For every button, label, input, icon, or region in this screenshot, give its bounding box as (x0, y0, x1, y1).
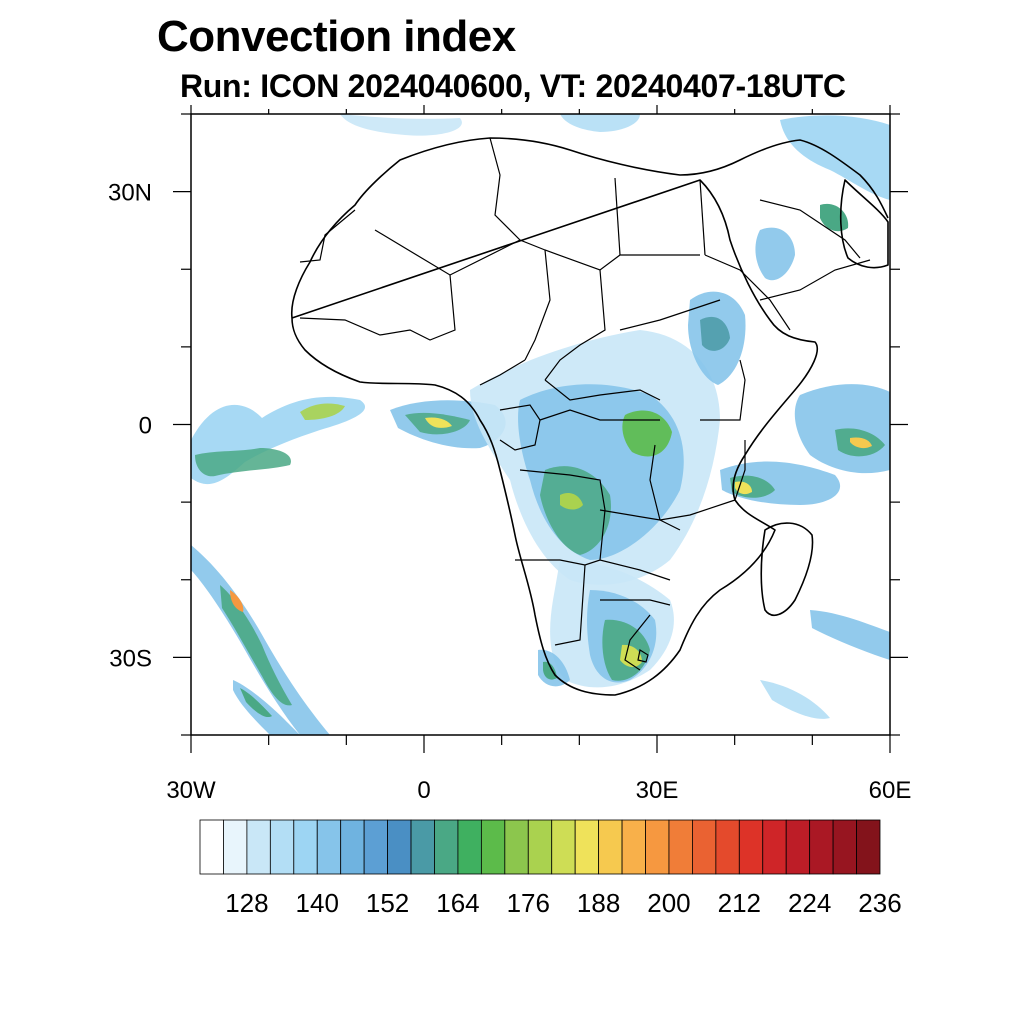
country-borders (299, 137, 871, 671)
colorbar-swatch (223, 819, 248, 875)
colorbar-swatch (715, 819, 740, 875)
colorbar-label: 212 (718, 888, 761, 918)
colorbar-swatch (551, 819, 576, 875)
colorbar-swatch (504, 819, 529, 875)
convection-field (191, 114, 890, 735)
colorbar-swatch (480, 819, 506, 875)
colorbar-swatch (293, 819, 318, 875)
lon-tick-label: 60E (869, 777, 912, 804)
colorbar-swatch (340, 819, 365, 875)
colorbar-label: 128 (225, 888, 268, 918)
chart-subtitle: Run: ICON 2024040600, VT: 20240407-18UTC (180, 68, 846, 104)
colorbar-swatch (527, 819, 553, 875)
colorbar-swatch (832, 819, 857, 875)
lat-tick-label: 30N (108, 180, 152, 207)
lat-tick-label: 30S (109, 645, 152, 672)
colorbar-swatch (434, 819, 459, 875)
lon-tick-label: 30E (636, 777, 679, 804)
colorbar-swatch (668, 819, 693, 875)
colorbar-swatch (269, 819, 295, 875)
colorbar-swatch (785, 819, 811, 875)
lat-tick-label: 0 (139, 413, 152, 440)
colorbar-swatch (199, 819, 224, 875)
colorbar-swatch (457, 819, 482, 875)
colorbar-label: 188 (577, 888, 620, 918)
colorbar-swatch (574, 819, 600, 875)
lon-tick-label: 0 (417, 777, 430, 804)
lon-tick-label: 30W (166, 777, 216, 804)
colorbar-label: 140 (296, 888, 339, 918)
colorbar-swatch (809, 819, 834, 875)
colorbar-swatch (738, 819, 764, 875)
colorbar-swatch (410, 819, 435, 875)
colorbar-swatch (316, 819, 342, 875)
colorbar-swatch (645, 819, 670, 875)
colorbar-swatch (856, 819, 881, 875)
colorbar-swatch (692, 819, 717, 875)
colorbar-swatch (598, 819, 623, 875)
colorbar: 128 140 152 164 176 188 200 212 224 236 (199, 819, 902, 918)
colorbar-label: 176 (507, 888, 550, 918)
colorbar-label: 224 (788, 888, 831, 918)
colorbar-label: 152 (366, 888, 409, 918)
colorbar-label: 236 (858, 888, 901, 918)
colorbar-label: 200 (647, 888, 690, 918)
colorbar-swatch (387, 819, 412, 875)
chart-title: Convection index (157, 12, 516, 61)
map-axes: 30W 0 30E 60E 30N 0 30S (108, 105, 911, 804)
colorbar-label: 164 (436, 888, 479, 918)
coastlines (290, 137, 889, 696)
colorbar-swatch (621, 819, 646, 875)
colorbar-swatch (762, 819, 787, 875)
colorbar-swatch (246, 819, 271, 875)
colorbar-swatch (363, 819, 388, 875)
